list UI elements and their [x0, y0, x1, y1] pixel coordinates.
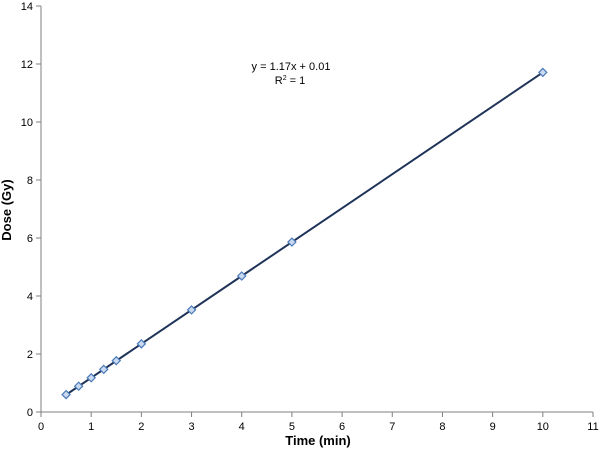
data-point-diamond [86, 372, 97, 383]
x-tick-label: 10 [537, 421, 549, 433]
data-point-diamond [136, 339, 147, 349]
data-point-diamond [98, 364, 109, 375]
x-tick-label: 6 [339, 421, 345, 433]
x-tick-label: 11 [587, 421, 598, 433]
y-tick-labels: 0 2 4 6 8 10 12 14 [21, 1, 33, 419]
x-tick-label: 7 [389, 421, 395, 433]
y-axis-title: Dose (Gy) [0, 179, 14, 240]
data-point-diamond [186, 305, 197, 315]
x-tick-label: 4 [239, 421, 245, 433]
axes [36, 5, 594, 417]
x-tick-label: 8 [439, 421, 445, 433]
x-tick-label: 2 [138, 421, 144, 433]
x-tick-label: 9 [490, 421, 496, 433]
y-tick-label: 8 [27, 175, 33, 187]
y-tick-label: 4 [27, 291, 33, 303]
y-tick-label: 12 [21, 59, 33, 71]
x-tick-label: 5 [289, 421, 295, 433]
data-point-diamond [73, 381, 84, 392]
data-point-diamond [236, 271, 247, 281]
data-point-diamond [287, 237, 297, 247]
x-tick-label: 0 [38, 421, 44, 433]
x-tick-labels: 0 1 2 3 4 5 6 7 8 9 10 11 [38, 421, 599, 433]
r-squared-value: = 1 [287, 75, 306, 87]
data-point-diamond [111, 355, 122, 366]
trendline-equation: y = 1.17x + 0.01 [252, 61, 331, 73]
x-tick-label: 1 [88, 421, 94, 433]
r-squared-symbol: R [275, 75, 283, 87]
x-tick-label: 3 [188, 421, 194, 433]
y-tick-label: 14 [21, 1, 33, 13]
data-point-diamond [537, 67, 548, 78]
data-point-diamond [61, 389, 71, 400]
r-squared-label: R2 = 1 [275, 75, 306, 87]
y-tick-label: 2 [27, 349, 33, 361]
x-axis-title: Time (min) [285, 433, 351, 448]
r-squared-exponent: 2 [283, 75, 287, 82]
data-points [61, 67, 548, 400]
y-tick-label: 10 [21, 117, 33, 129]
trendline [65, 71, 544, 396]
y-tick-label: 6 [27, 233, 33, 245]
trendline-group [65, 71, 544, 396]
y-tick-label: 0 [27, 407, 33, 419]
